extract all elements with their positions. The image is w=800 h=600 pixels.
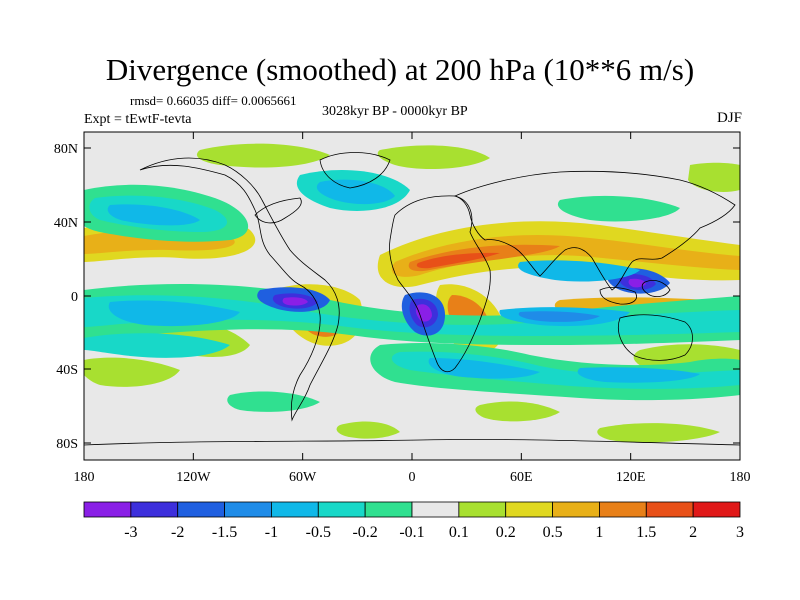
colorbar-label: -1 [265,524,278,541]
period-label: 3028kyr BP - 0000kyr BP [322,104,468,119]
lat-tick-label: 40N [54,216,78,231]
colorbar-label: 3 [736,524,744,541]
colorbar-label: 1.5 [636,524,656,541]
colorbar: -3 -2 -1.5 -1 -0.5 -0.2 -0.1 0.1 0.2 0.5 1 1.5 2 3 [83,501,744,541]
colorbar-swatch [364,501,413,518]
lat-tick-label: 80N [54,142,78,157]
colorbar-label: -0.1 [399,524,424,541]
lon-tick-label: 60W [289,470,317,485]
colorbar-label: 0.5 [543,524,563,541]
season-label: DJF [716,110,742,126]
colorbar-label: -3 [124,524,137,541]
colorbar-label: 0.1 [449,524,469,541]
colorbar-swatch [271,501,319,518]
colorbar-swatch [458,501,507,518]
lat-tick-label: 0 [71,290,78,305]
lon-tick-label: 60E [510,470,533,485]
colorbar-label: -0.5 [306,524,331,541]
lat-tick-label: 40S [56,363,78,378]
lon-tick-label: 180 [730,470,751,485]
colorbar-swatch [692,501,741,518]
map-title: Divergence (smoothed) at 200 hPa (10**6 … [105,52,695,87]
colorbar-swatch [130,501,179,518]
lon-tick-label: 0 [409,470,416,485]
colorbar-label: -0.2 [352,524,377,541]
lon-tick-label: 180 [74,470,95,485]
colorbar-swatch [83,501,132,518]
colorbar-label: -2 [171,524,184,541]
colorbar-label: 0.2 [496,524,516,541]
experiment-label: Expt = tEwtF-tevta [84,112,192,127]
coastlines [83,152,741,446]
colorbar-swatch [552,501,600,518]
colorbar-label: 1 [595,524,603,541]
lon-axis: 180 120W 60W 0 60E 120E 180 [74,132,751,485]
colorbar-swatch [599,501,647,518]
lon-tick-label: 120E [616,470,646,485]
colorbar-swatch [411,501,460,518]
colorbar-swatch [317,501,366,518]
colorbar-swatch [224,501,272,518]
map-plot-area [84,132,740,460]
lon-tick-label: 120W [176,470,211,485]
colorbar-label: -1.5 [212,524,237,541]
lat-tick-label: 80S [56,437,78,452]
lat-axis: 80N 40N 0 40S 80S [54,142,740,452]
colorbar-label: 2 [689,524,697,541]
stats-label: rmsd= 0.66035 diff= 0.0065661 [130,93,297,108]
colorbar-swatch [505,501,553,518]
colorbar-swatch [177,501,225,518]
colorbar-swatch [645,501,694,518]
